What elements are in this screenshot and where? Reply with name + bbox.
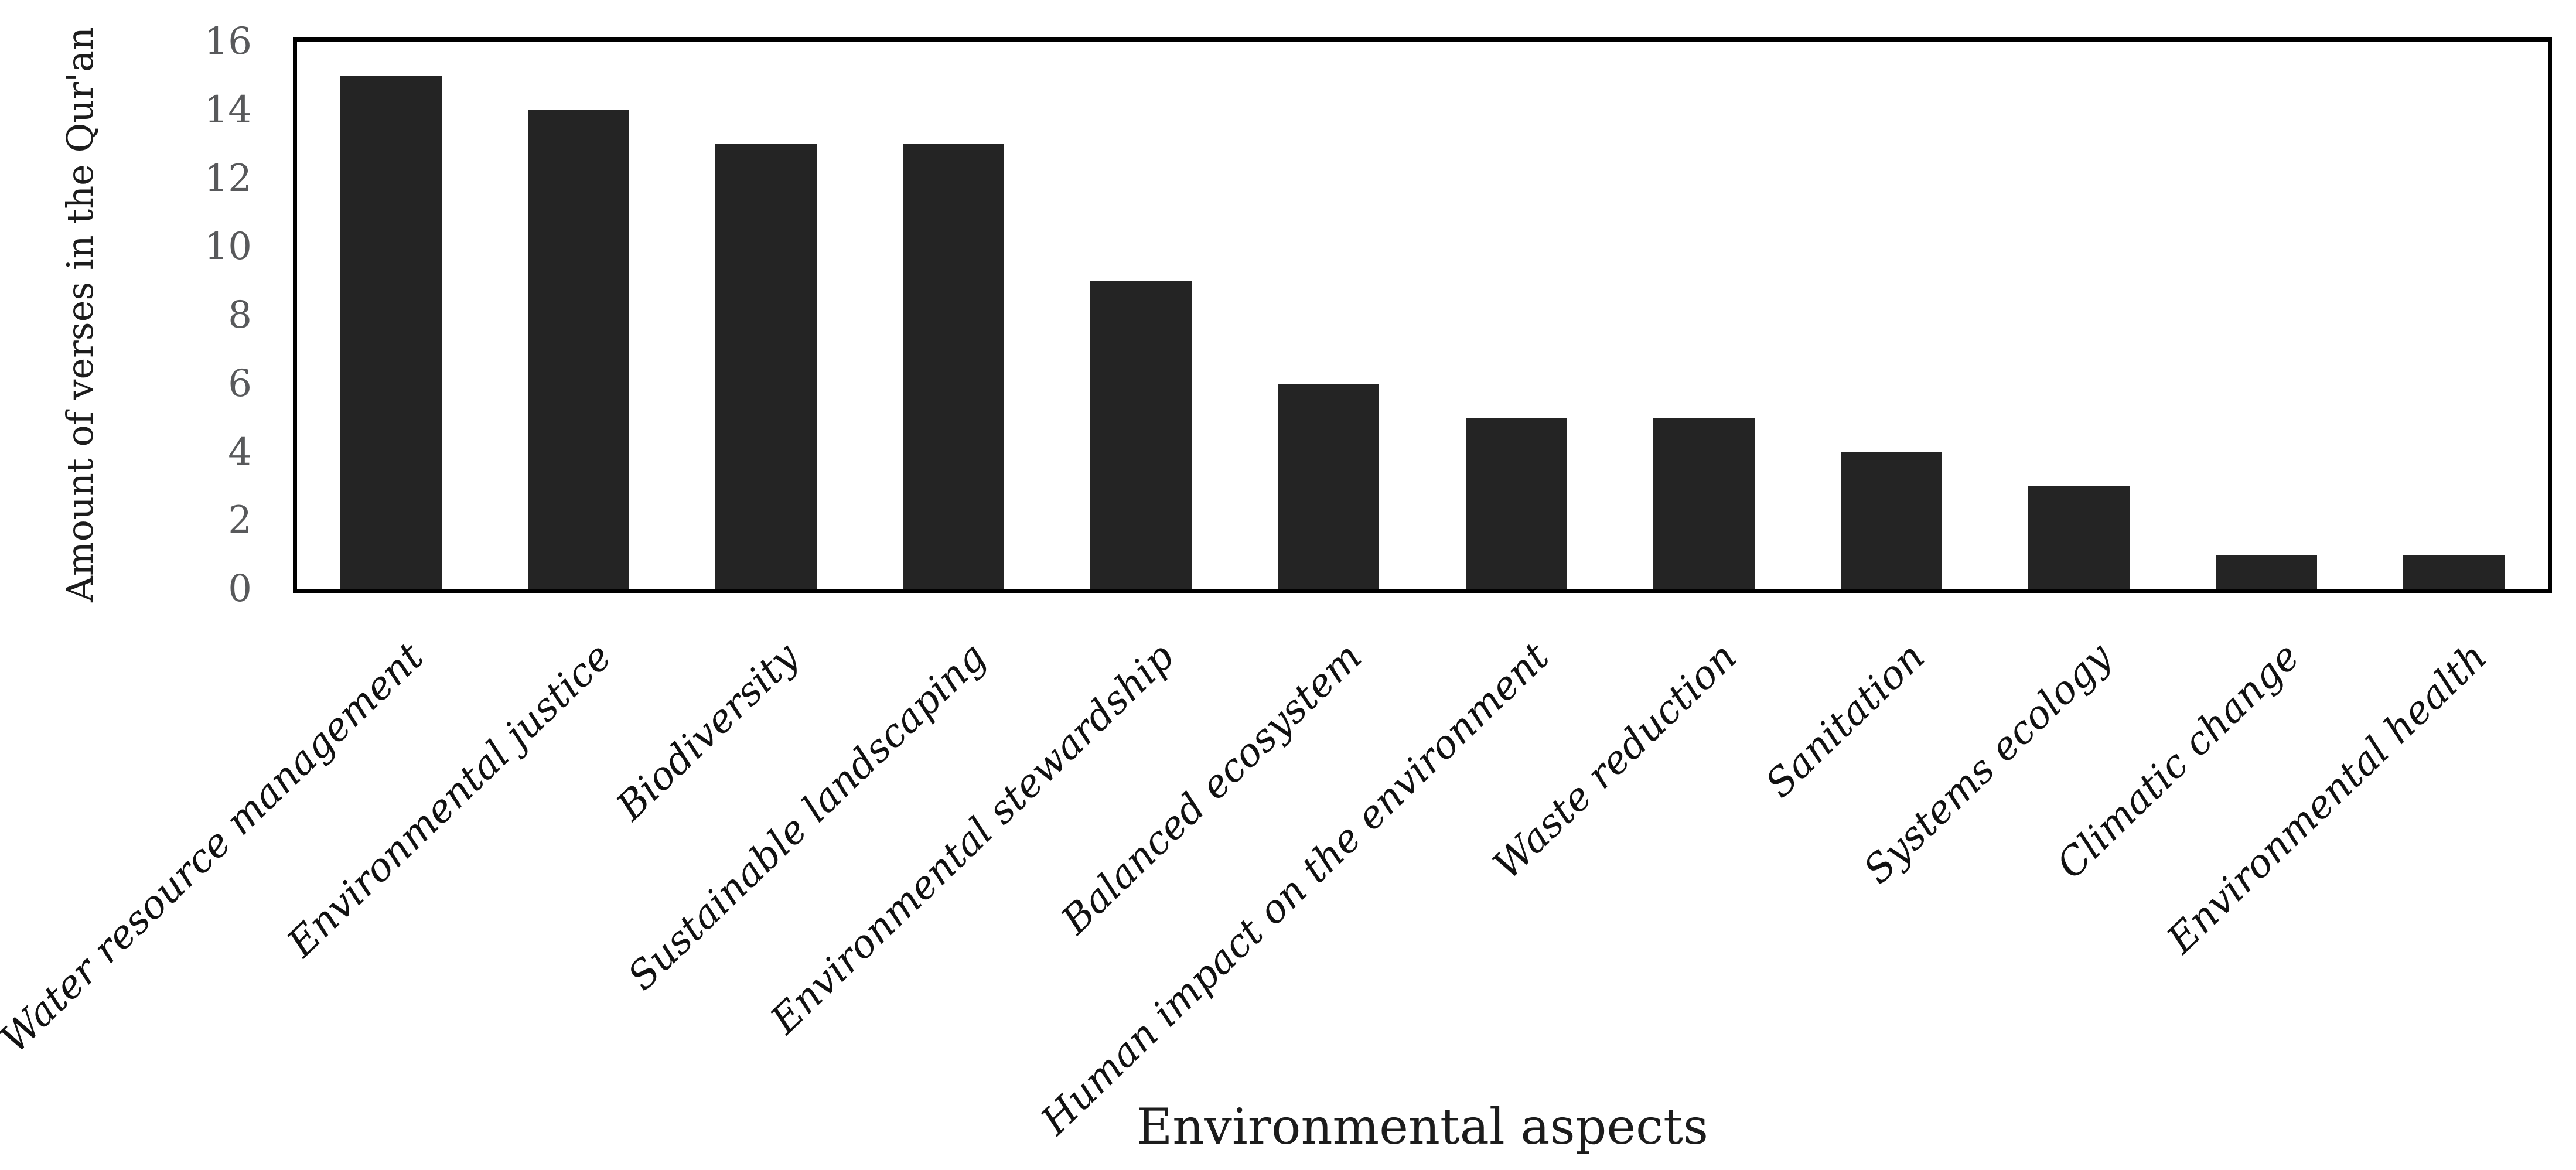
x-axis-title-wrap: Environmental aspects [293, 1100, 2552, 1153]
bar [1090, 281, 1192, 589]
y-tick-label: 16 [204, 20, 252, 63]
bar [1465, 418, 1567, 589]
bar [2403, 554, 2505, 589]
bar [527, 110, 629, 589]
y-tick-label: 2 [228, 499, 252, 543]
bar [2216, 554, 2318, 589]
y-tick-label: 14 [204, 88, 252, 132]
y-tick-label: 8 [228, 294, 252, 337]
x-category-label: Sustainable landscaping [619, 634, 995, 1000]
bar [340, 76, 442, 589]
bar [2028, 486, 2130, 589]
x-axis-title: Environmental aspects [1136, 1098, 1708, 1155]
bar [1278, 383, 1380, 589]
bar [715, 144, 817, 589]
x-category-label: Environmental justice [278, 634, 620, 966]
x-category-label: Sanitation [1756, 634, 1933, 807]
bar [1653, 418, 1755, 589]
x-category-label: Environmental health [2158, 634, 2496, 962]
plot-area [293, 37, 2552, 593]
x-category-label: Biodiversity [608, 634, 808, 829]
bar [903, 144, 1005, 589]
x-category-label: Environmental stewardship [762, 634, 1183, 1043]
y-tick-label: 0 [228, 567, 252, 610]
y-tick-label: 6 [228, 361, 252, 405]
y-tick-label: 4 [228, 430, 252, 474]
y-tick-label: 10 [204, 225, 252, 269]
y-tick-label: 12 [204, 156, 252, 200]
bar [1840, 452, 1942, 589]
